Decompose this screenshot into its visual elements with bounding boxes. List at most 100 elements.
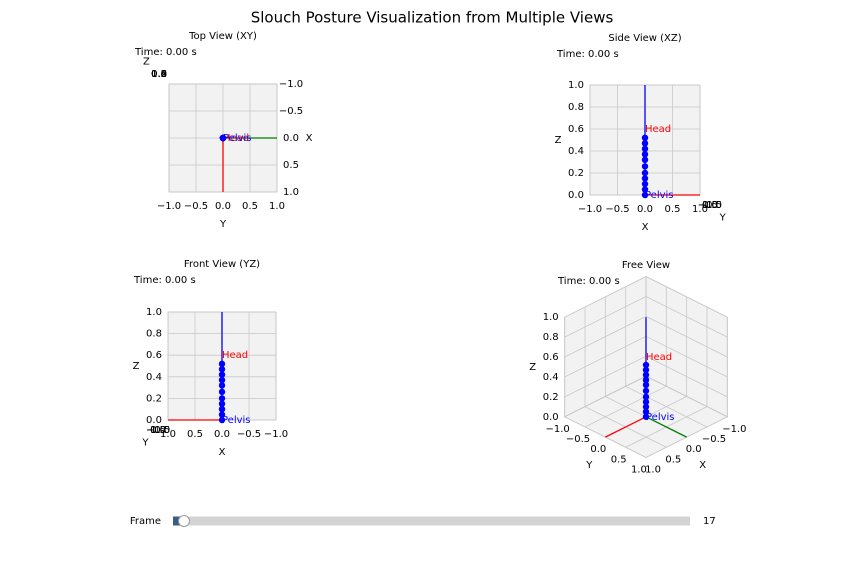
grid-line bbox=[564, 296, 647, 338]
grid-line bbox=[584, 385, 667, 428]
axis-label: Z bbox=[529, 362, 536, 373]
tick-label: −0.5 bbox=[566, 434, 590, 445]
tick-label: 1.0 bbox=[568, 80, 584, 91]
annotation: Pelvis bbox=[222, 415, 251, 426]
joint bbox=[642, 403, 650, 411]
tick-label: 0.5 bbox=[242, 201, 258, 212]
tick-label: 0.0 bbox=[590, 444, 606, 455]
joint bbox=[218, 388, 226, 396]
subplot-title: Top View (XY) bbox=[188, 31, 257, 42]
tick-label: 0.0 bbox=[702, 200, 718, 211]
grid-line bbox=[645, 335, 728, 378]
joint bbox=[642, 361, 650, 369]
tick-label: 0.5 bbox=[150, 425, 166, 436]
subplot-title: Free View bbox=[622, 260, 670, 271]
tick-label: −1.0 bbox=[279, 79, 303, 90]
joint bbox=[642, 398, 650, 406]
tick-label: −1.0 bbox=[722, 424, 746, 435]
slider-track[interactable] bbox=[173, 516, 690, 526]
tick-label: 0.0 bbox=[686, 444, 702, 455]
tick-label: 0.5 bbox=[665, 454, 681, 465]
tick-label: 0.2 bbox=[151, 69, 167, 80]
axis-label: Y bbox=[141, 438, 149, 449]
tick-label: 0.5 bbox=[187, 429, 203, 440]
tick-label: 0.2 bbox=[568, 168, 584, 179]
tick-label: 0.5 bbox=[665, 204, 681, 215]
tick-label: 0.6 bbox=[146, 350, 162, 361]
tick-label: 0.8 bbox=[146, 329, 162, 340]
joint bbox=[218, 395, 226, 402]
tick-label: 0.4 bbox=[146, 372, 162, 383]
subplot-title: Front View (YZ) bbox=[184, 259, 260, 270]
joint bbox=[641, 163, 649, 170]
tick-label: −0.5 bbox=[237, 429, 261, 440]
tick-label: 0.0 bbox=[146, 415, 162, 426]
tick-label: 0.0 bbox=[215, 201, 231, 212]
tick-label: −1.0 bbox=[157, 201, 181, 212]
figure-title: Slouch Posture Visualization from Multip… bbox=[251, 9, 614, 27]
tick-label: −0.5 bbox=[605, 204, 629, 215]
joint bbox=[219, 134, 227, 142]
joint bbox=[218, 382, 226, 389]
tick-label: 1.0 bbox=[160, 429, 176, 440]
tick-label: −1.0 bbox=[546, 424, 570, 435]
grid-line bbox=[645, 276, 728, 318]
joint bbox=[642, 381, 650, 389]
joint bbox=[641, 191, 649, 199]
grid-line bbox=[645, 316, 728, 358]
annotation: Head bbox=[223, 133, 249, 144]
axis-label: Z bbox=[555, 135, 562, 146]
tick-label: −0.5 bbox=[146, 425, 170, 436]
subplot-title: Side View (XZ) bbox=[608, 33, 681, 44]
axis-label: Z bbox=[143, 56, 150, 67]
joint bbox=[642, 408, 650, 416]
axis-label: Y bbox=[219, 219, 227, 230]
tick-label: 0.0 bbox=[214, 429, 230, 440]
tick-label: −0.5 bbox=[698, 200, 722, 211]
tick-label: −0.5 bbox=[279, 106, 303, 117]
annotation: Pelvis bbox=[223, 133, 252, 144]
joint bbox=[218, 416, 226, 424]
tick-label: 0.5 bbox=[702, 200, 718, 211]
axis-label: X bbox=[642, 222, 649, 233]
joint bbox=[218, 371, 226, 378]
joint bbox=[218, 406, 226, 413]
joint bbox=[642, 393, 650, 401]
joint bbox=[641, 140, 649, 147]
annotation: Pelvis bbox=[646, 412, 675, 423]
tick-label: 0.6 bbox=[543, 352, 559, 363]
tick-label: 1.0 bbox=[146, 307, 162, 318]
tick-label: 0.4 bbox=[568, 146, 584, 157]
tick-label: 0.0 bbox=[543, 412, 559, 423]
joint bbox=[641, 156, 649, 163]
tick-label: 0.4 bbox=[543, 372, 559, 383]
grid-line bbox=[564, 375, 647, 418]
joint bbox=[218, 376, 226, 384]
joint bbox=[218, 360, 226, 368]
joint bbox=[642, 366, 650, 374]
time-text: Time: 0.00 s bbox=[557, 276, 620, 287]
joint bbox=[218, 366, 226, 373]
tick-label: −0.5 bbox=[184, 201, 208, 212]
tick-label: 0.5 bbox=[283, 160, 299, 171]
axis-label: Z bbox=[133, 361, 140, 372]
axis-label: X bbox=[219, 447, 226, 458]
slider-handle[interactable] bbox=[177, 515, 190, 527]
tick-label: 0.0 bbox=[283, 133, 299, 144]
tick-label: 1.0 bbox=[150, 425, 166, 436]
annotation: Head bbox=[222, 350, 248, 361]
tick-label: 0.0 bbox=[637, 204, 653, 215]
annotation: Head bbox=[645, 124, 671, 135]
tick-label: 0.0 bbox=[151, 69, 167, 80]
joint bbox=[642, 371, 650, 379]
tick-label: 0.0 bbox=[150, 425, 166, 436]
tick-label: 1.0 bbox=[631, 465, 647, 476]
tick-label: 1.0 bbox=[692, 204, 708, 215]
tick-label: 1.0 bbox=[151, 69, 167, 80]
axis-label: Y bbox=[585, 460, 593, 471]
tick-label: 1.0 bbox=[283, 187, 299, 198]
annotation: Pelvis bbox=[645, 190, 674, 201]
time-text: Time: 0.00 s bbox=[133, 275, 196, 286]
tick-label: 1.0 bbox=[645, 465, 661, 476]
joint bbox=[642, 387, 650, 395]
